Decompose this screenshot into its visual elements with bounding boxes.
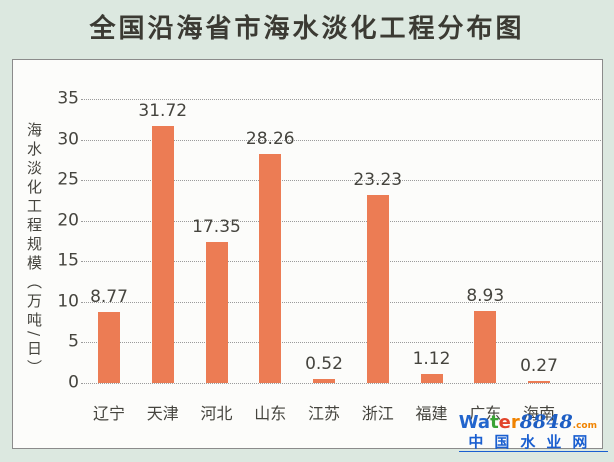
bar-value-label: 8.77: [90, 286, 128, 307]
grid-line: [81, 383, 601, 384]
x-tick-label: 天津: [146, 404, 179, 423]
watermark-brand-segment: r: [510, 411, 520, 433]
bar: [366, 194, 389, 383]
y-axis-title: 海水淡化工程规模（万吨/日）: [25, 122, 43, 379]
y-tick-label: 0: [68, 372, 79, 393]
grid-line: [81, 301, 601, 303]
bar: [151, 125, 174, 383]
grid-line: [81, 99, 601, 100]
bar-value-label: 0.27: [520, 355, 558, 376]
x-tick-label: 广东: [469, 404, 502, 423]
watermark-brand-segment: e: [498, 411, 511, 433]
bar: [474, 310, 497, 383]
bar-value-label: 31.72: [138, 100, 188, 121]
y-tick-label: 15: [57, 250, 79, 271]
bar-value-label: 0.52: [305, 353, 343, 374]
bar-value-label: 1.12: [412, 348, 451, 369]
y-tick-label: 20: [57, 210, 79, 231]
watermark-brand-logo: Water8848.com: [458, 410, 597, 433]
y-tick-label: 10: [57, 291, 79, 312]
watermark-brand-segment: Wa: [458, 411, 491, 433]
y-tick-label: 25: [57, 169, 79, 190]
y-tick-label: 35: [57, 88, 79, 109]
x-tick-label: 福建: [415, 404, 448, 423]
bar: [205, 242, 228, 383]
plot-area: 0 5 10 15 20 25 30 35 8.77 辽宁 31.72 天津 17.35 河北 28.26 山…: [13, 60, 602, 448]
y-tick-label: 30: [57, 129, 79, 150]
chart-panel: 海水淡化工程规模（万吨/日） 0 5 10 15 20 25 30 35 8.77 辽宁 31.72…: [12, 59, 603, 449]
bar-value-label: 17.35: [192, 217, 241, 238]
x-tick-label: 浙江: [361, 404, 394, 423]
watermark-brand-segment: .com: [572, 420, 597, 431]
bar-value-label: 28.26: [245, 128, 295, 149]
grid-line: [81, 220, 601, 222]
grid-line: [81, 261, 601, 263]
x-tick-label: 海南: [522, 404, 556, 423]
x-tick-label: 河北: [200, 404, 233, 423]
watermark: Water8848.com 中国水业网: [458, 410, 608, 452]
y-tick-label: 5: [68, 331, 79, 352]
bar: [420, 373, 443, 383]
bar: [98, 311, 120, 383]
bar: [313, 378, 335, 383]
bar: [528, 380, 550, 383]
x-tick-label: 辽宁: [92, 404, 126, 423]
x-tick-label: 山东: [254, 404, 287, 423]
chart-title: 全国沿海省市海水淡化工程分布图: [89, 14, 525, 44]
watermark-brand-segment: t: [490, 411, 499, 433]
bar-value-label: 8.93: [466, 285, 505, 306]
watermark-site-name: 中国水业网: [458, 433, 608, 452]
bar-value-label: 23.23: [353, 169, 403, 190]
grid-line: [81, 180, 601, 182]
watermark-brand-segment: 8848: [519, 410, 573, 433]
grid-line: [81, 139, 601, 141]
grid-line: [81, 342, 601, 344]
bar: [259, 153, 282, 383]
x-tick-label: 江苏: [307, 404, 341, 423]
